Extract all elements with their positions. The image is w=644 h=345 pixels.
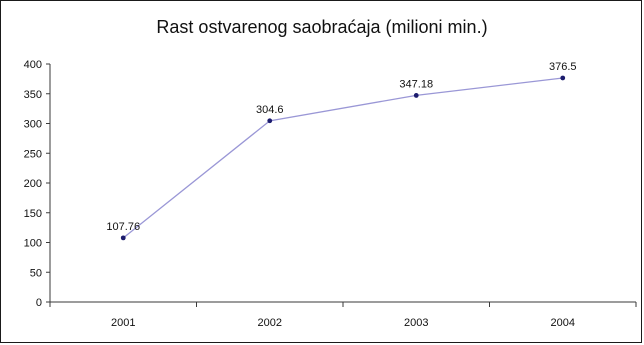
data-label: 304.6 [256,104,284,116]
data-label: 107.76 [106,221,140,233]
y-tick-label: 350 [24,89,42,101]
y-tick-label: 250 [24,148,42,160]
x-tick-label: 2004 [551,317,575,329]
data-point [413,93,419,98]
series-line [122,77,563,239]
x-tick-label: 2002 [258,317,282,329]
data-label: 347.18 [399,78,433,90]
y-tick-label: 50 [30,267,42,279]
y-tick-label: 200 [24,178,42,190]
x-axis: 2001 2002 2003 2004 [49,301,637,329]
x-tick-label: 2003 [404,317,428,329]
series: 107.76 304.6 347.18 376.5 [106,61,577,241]
data-point [267,118,273,124]
y-tick-label: 150 [24,208,42,220]
y-axis: 0 50 100 150 200 250 300 350 400 [24,59,51,309]
chart-title: Rast ostvarenog saobraćaja (milioni min.… [156,17,488,37]
y-tick-label: 0 [36,297,42,309]
y-tick-label: 100 [24,238,42,250]
data-label: 376.5 [549,61,577,73]
x-tick-label: 2001 [111,317,135,329]
y-tick-label: 300 [24,119,42,131]
y-tick-label: 400 [24,59,42,71]
data-point [120,235,126,241]
data-point [560,75,566,81]
